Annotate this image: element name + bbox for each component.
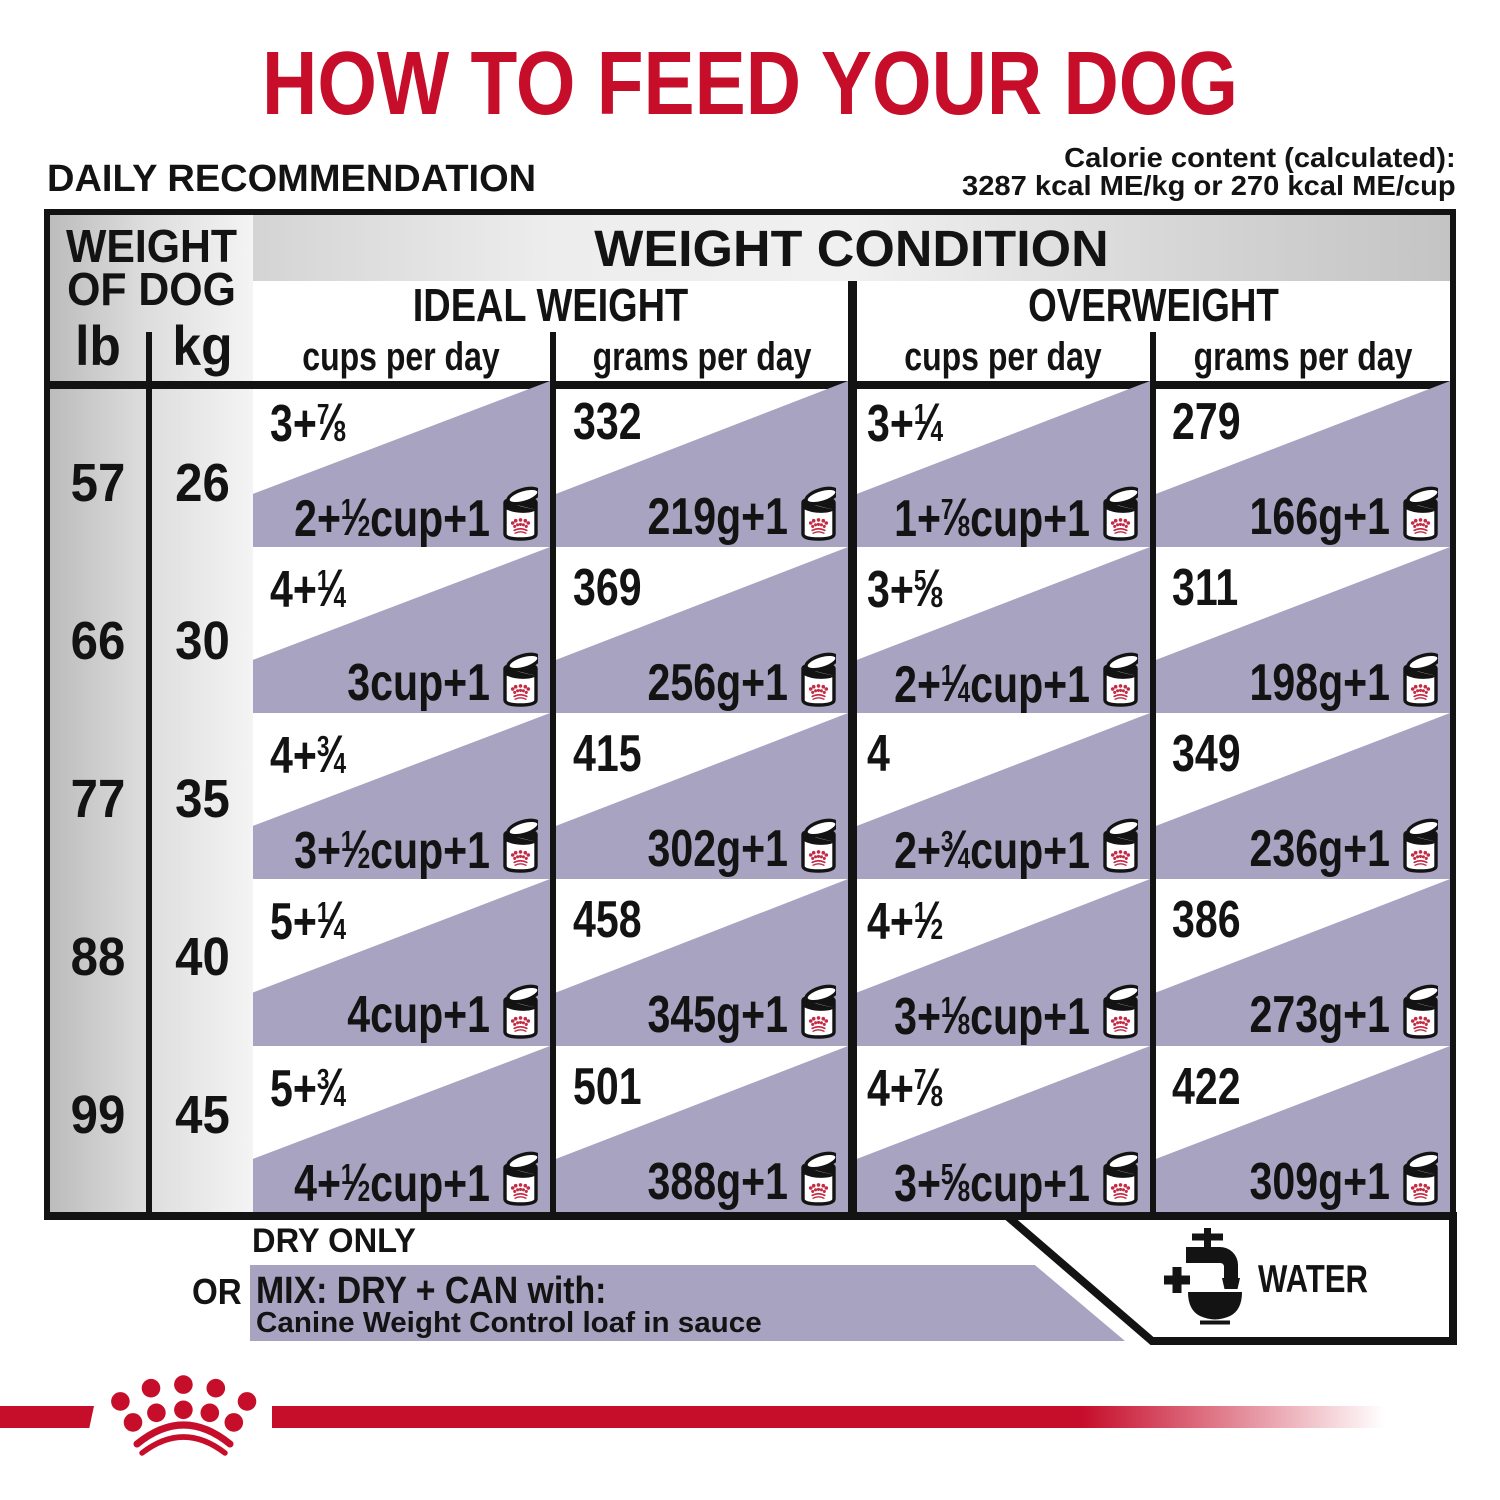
svg-text:WATER: WATER [1258,1258,1368,1301]
